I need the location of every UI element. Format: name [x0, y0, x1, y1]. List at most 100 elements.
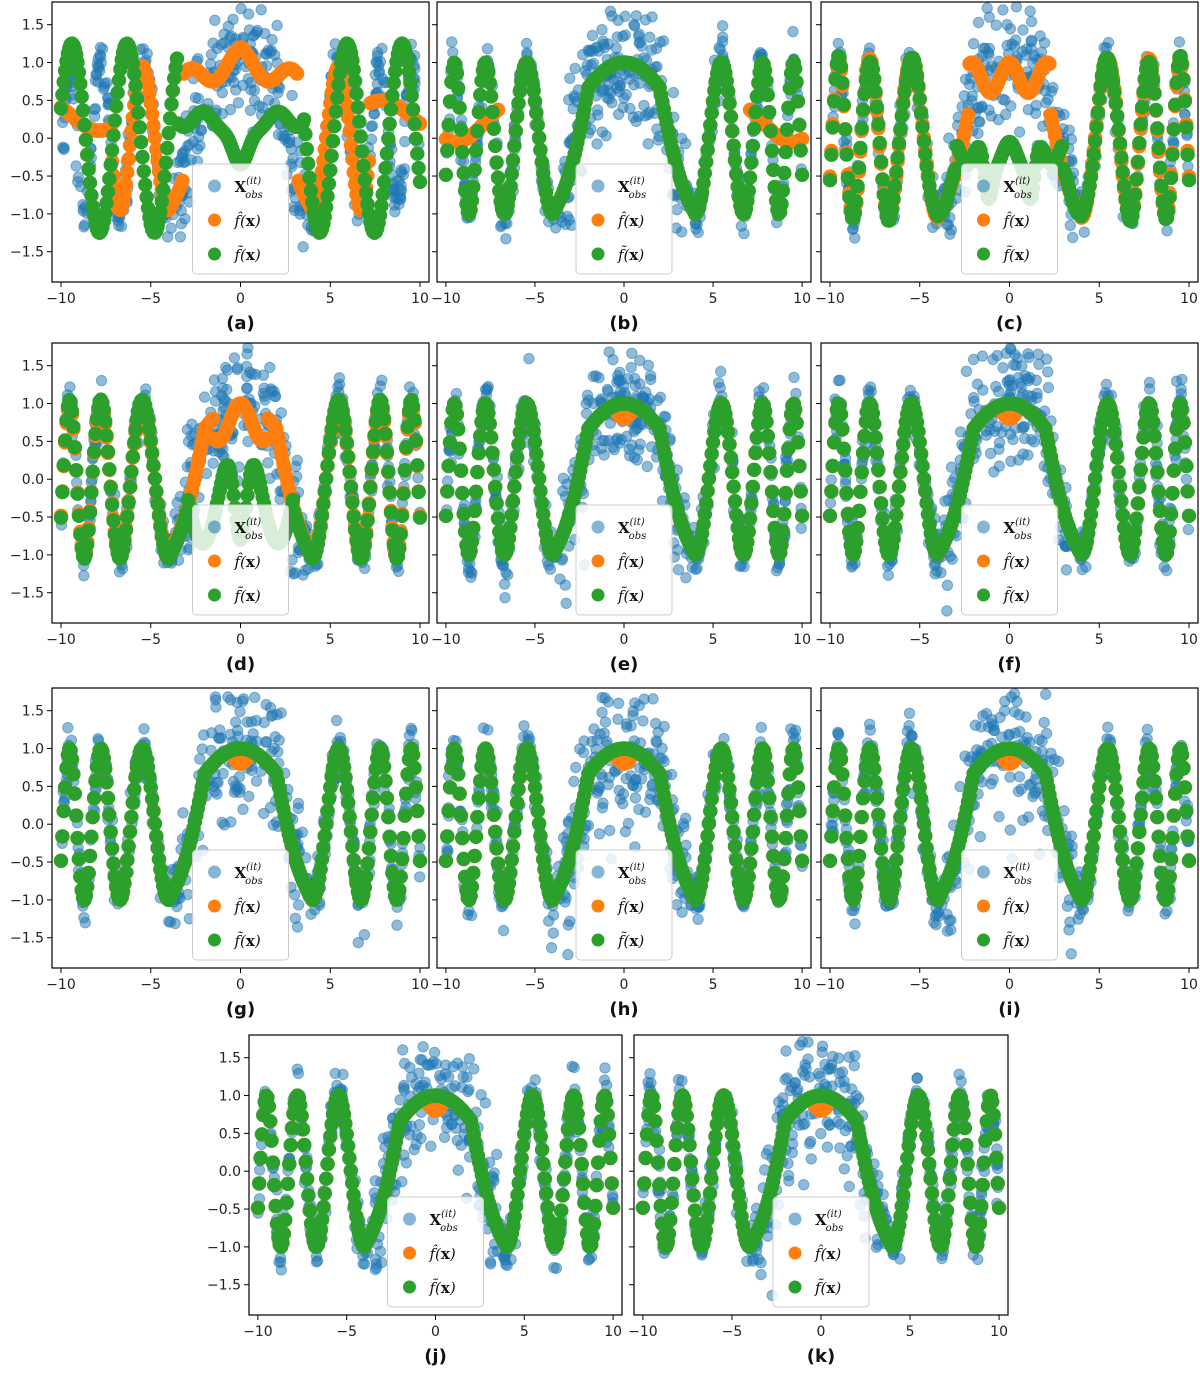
observation-point	[446, 36, 458, 48]
observation-point	[716, 35, 729, 48]
observation-point	[634, 77, 646, 89]
reconstruction-point	[330, 90, 345, 105]
reconstruction-point	[135, 149, 150, 165]
reconstruction-point	[742, 170, 758, 185]
reconstruction-point	[727, 153, 743, 168]
observation-point	[613, 375, 625, 387]
reconstruction-point	[1148, 102, 1164, 118]
observation-point	[626, 347, 638, 359]
observation-point	[1013, 126, 1026, 138]
reconstruction-point	[169, 51, 185, 66]
reconstruction-point	[81, 523, 96, 538]
reconstruction-point	[86, 444, 102, 459]
observation-point	[376, 42, 388, 55]
observation-point	[602, 385, 614, 397]
observation-point	[943, 132, 955, 144]
reconstruction-point	[867, 71, 882, 87]
observation-point	[266, 33, 278, 46]
reconstruction-point	[1134, 99, 1150, 115]
observation-point	[569, 62, 581, 75]
reconstruction-point	[144, 445, 160, 460]
estimate-point	[146, 118, 161, 133]
reconstruction-point	[1163, 170, 1179, 186]
y-tick-label: −1.0	[10, 548, 44, 564]
observation-point	[399, 135, 411, 148]
plot-area	[53, 2, 428, 253]
reconstruction-point	[374, 198, 389, 213]
estimate-point	[175, 173, 190, 188]
reconstruction-point	[324, 148, 339, 164]
observation-point	[972, 16, 985, 29]
observation-point	[1001, 39, 1013, 52]
observation-point	[645, 373, 657, 386]
reconstruction-point	[833, 59, 849, 74]
reconstruction-point	[412, 510, 428, 525]
reconstruction-point	[55, 87, 70, 102]
reconstruction-point	[482, 75, 497, 91]
reconstruction-point	[763, 123, 778, 139]
observation-point	[412, 472, 424, 484]
observation-point	[580, 397, 592, 410]
observation-point	[248, 29, 261, 41]
observation-point	[638, 99, 650, 112]
observation-point	[278, 133, 291, 145]
legend-marker	[591, 179, 605, 193]
reconstruction-point	[161, 125, 176, 141]
reconstruction-point	[700, 142, 715, 158]
reconstruction-point	[53, 101, 69, 116]
x-tick-label: 0	[236, 632, 245, 648]
reconstruction-point	[490, 170, 506, 185]
reconstruction-point	[1087, 134, 1103, 149]
observation-point	[1004, 23, 1017, 35]
observation-point	[587, 57, 600, 70]
reconstruction-point	[396, 486, 411, 501]
reconstruction-point	[403, 75, 418, 91]
panel-label: (d)	[226, 654, 255, 675]
reconstruction-point	[404, 88, 419, 103]
reconstruction-point	[766, 162, 781, 178]
reconstruction-point	[360, 513, 375, 528]
reconstruction-point	[102, 171, 117, 186]
y-tick-label: 0.5	[22, 93, 44, 109]
legend-marker	[977, 247, 990, 261]
reconstruction-point	[822, 173, 838, 188]
reconstruction-point	[104, 143, 120, 158]
legend-marker	[591, 213, 605, 227]
reconstruction-point	[345, 495, 360, 510]
reconstruction-point	[392, 541, 407, 556]
reconstruction-point	[405, 102, 421, 117]
reconstruction-point	[102, 462, 117, 477]
observation-point	[174, 155, 186, 168]
reconstruction-point	[352, 114, 367, 129]
observation-point	[1045, 85, 1058, 98]
reconstruction-point	[412, 174, 428, 190]
reconstruction-point	[792, 117, 807, 133]
x-tick-label: 5	[326, 291, 335, 307]
reconstruction-point	[80, 147, 95, 162]
observation-point	[259, 27, 271, 40]
reconstruction-point	[1085, 159, 1100, 174]
panel-a: −10 −5 0 5 10−1.5−1.0−0.50.00.51.01.5X(it) ob…	[10, 1, 430, 334]
observation-point	[630, 115, 642, 128]
reconstruction-point	[836, 97, 851, 112]
observation-point	[596, 126, 608, 138]
observation-point	[72, 176, 84, 188]
reconstruction-point	[321, 445, 337, 460]
reconstruction-point	[774, 196, 789, 212]
observation-point	[586, 29, 599, 42]
reconstruction-point	[106, 513, 121, 528]
reconstruction-point	[531, 130, 547, 145]
legend-marker	[977, 179, 990, 193]
reconstruction-point	[336, 412, 352, 427]
reconstruction-point	[56, 458, 71, 473]
reconstruction-point	[779, 122, 795, 137]
reconstruction-point	[316, 496, 331, 512]
legend-marker	[591, 247, 605, 261]
reconstruction-point	[729, 166, 744, 182]
reconstruction-point	[1111, 122, 1126, 137]
observation-point	[715, 365, 727, 378]
legend-label: f̂(x)	[617, 212, 644, 230]
reconstruction-point	[71, 65, 87, 80]
observation-point	[613, 76, 625, 88]
reconstruction-point	[143, 433, 158, 448]
